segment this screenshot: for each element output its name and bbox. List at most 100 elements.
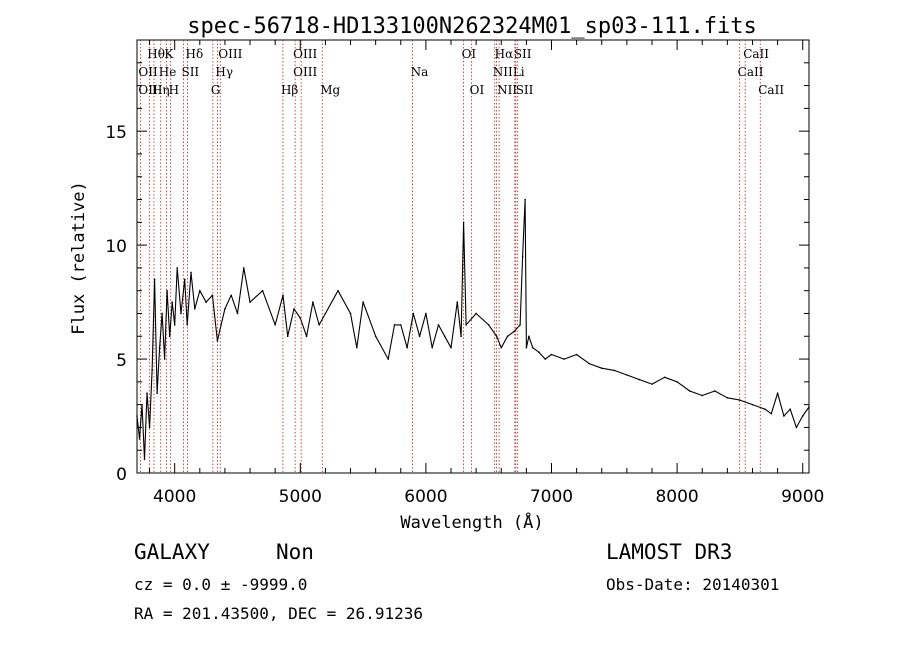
spectrum-point xyxy=(726,396,729,399)
y-tick-label: 10 xyxy=(105,237,127,257)
spectrum-point xyxy=(776,392,779,395)
line-marker-label: OI xyxy=(470,83,485,97)
spectrum-point xyxy=(158,346,161,349)
spectrum-point xyxy=(513,330,515,333)
spectrum-point xyxy=(600,367,603,369)
x-axis-label: Wavelength (Å) xyxy=(400,511,543,533)
spectrum-point xyxy=(651,383,653,385)
spectrum-point xyxy=(148,426,151,429)
spectrum-point xyxy=(230,294,233,297)
spectrum-point xyxy=(261,289,264,292)
line-marker-label: Hγ xyxy=(215,65,233,79)
line-marker-label: CaII xyxy=(743,47,769,61)
spectrum-point xyxy=(495,335,498,338)
spectrum-point xyxy=(168,335,171,338)
spectrum-point xyxy=(337,289,339,292)
spectrum-point xyxy=(399,324,402,326)
spectrum-point xyxy=(500,346,503,349)
x-tick-label: 9000 xyxy=(781,487,824,507)
spectrum-point xyxy=(418,335,421,338)
spectrum-point xyxy=(739,399,741,401)
spectrum-point xyxy=(789,408,791,410)
spectrum-point xyxy=(688,390,691,392)
spectrum-point xyxy=(406,346,408,349)
line-marker-label: OIII xyxy=(293,65,317,79)
spectrum-point xyxy=(274,324,276,326)
x-tick-label: 4000 xyxy=(153,487,196,507)
spectrum-point xyxy=(146,392,148,395)
x-tick-label: 5000 xyxy=(279,487,322,507)
y-axis-label: Flux (relative) xyxy=(69,181,89,335)
x-tick-label: 6000 xyxy=(404,487,447,507)
spectrum-point xyxy=(456,301,459,303)
line-marker-label: Hα xyxy=(495,47,514,61)
spectrum-point xyxy=(161,312,163,315)
spectrum-point xyxy=(460,335,462,338)
spectrum-point xyxy=(362,301,364,303)
spectrum-line xyxy=(136,198,810,460)
spectrum-point xyxy=(663,376,666,379)
spectrum-point xyxy=(751,403,754,406)
line-marker-label: He xyxy=(159,65,177,79)
plot-frame xyxy=(136,39,810,474)
spectrum-point xyxy=(387,358,390,360)
y-tick-label: 15 xyxy=(105,123,127,143)
spectrum-point xyxy=(205,301,207,303)
spectrum-point xyxy=(443,335,446,338)
spectrum-point xyxy=(249,301,251,303)
spectrum-point xyxy=(462,221,465,224)
spectrum-point xyxy=(374,335,377,338)
ticks-layer xyxy=(137,40,809,474)
spectrum-point xyxy=(613,369,616,372)
spectrum-point xyxy=(305,335,308,338)
spectrum-point xyxy=(764,408,766,410)
spectrum-point xyxy=(282,294,284,297)
spectrum-point xyxy=(506,335,509,338)
line-marker-label: SII xyxy=(514,47,532,61)
x-tick-label: 7000 xyxy=(530,487,573,507)
spectrum-point xyxy=(588,362,590,365)
spectrum-point xyxy=(312,301,314,303)
line-marker-label: OII xyxy=(138,65,158,79)
line-marker-label: Mg xyxy=(320,83,340,97)
spectrum-point xyxy=(538,351,540,354)
line-marker-label: Hη xyxy=(152,83,170,97)
spectrum-point xyxy=(349,312,352,315)
spectrum-point xyxy=(318,324,320,326)
line-marker-label: OII xyxy=(138,83,158,97)
line-marker-label: H xyxy=(169,83,179,97)
spectrum-point xyxy=(563,358,565,360)
spectrum-point xyxy=(412,312,415,315)
line-marker-label: Na xyxy=(411,65,429,79)
spectrum-point xyxy=(216,340,219,342)
spectrum-point xyxy=(437,324,440,326)
spectrum-point xyxy=(550,353,553,356)
spectrum-point xyxy=(186,324,189,326)
labels-layer: 4000 5000 6000 7000 8000 9000 0 5 10 15 spec-56718… xyxy=(69,14,824,533)
spectrum-point xyxy=(528,335,530,338)
line-marker-label: OIII xyxy=(293,47,317,61)
spectrum-point xyxy=(544,358,547,360)
object-subclass: Non xyxy=(276,540,314,564)
line-marker-label: G xyxy=(211,83,221,97)
obs-date: Obs-Date: 20140301 xyxy=(606,575,780,594)
spectrum-point xyxy=(425,312,427,315)
object-class: GALAXY xyxy=(134,540,210,564)
line-marker-label: SII xyxy=(516,83,534,97)
spectrum-point xyxy=(224,308,226,310)
y-tick-label: 0 xyxy=(116,465,127,485)
line-marker-label: Hθ xyxy=(147,47,165,61)
spectrum-point xyxy=(286,335,289,338)
spectrum-point xyxy=(180,312,182,315)
line-marker-label: NII xyxy=(493,65,513,79)
spectrum-point xyxy=(431,346,433,349)
spectrum-point xyxy=(575,353,578,356)
spectrum-point xyxy=(299,317,302,319)
axes-layer xyxy=(136,39,810,474)
spectrum-point xyxy=(236,312,239,315)
line-marker-label: NII xyxy=(497,83,517,97)
marker-labels-layer: OII OII Hθ Hη He K H Hδ SII OIII Hγ G OIII OIII Hβ Mg Na… xyxy=(138,47,784,97)
spectrum-point xyxy=(531,346,534,349)
